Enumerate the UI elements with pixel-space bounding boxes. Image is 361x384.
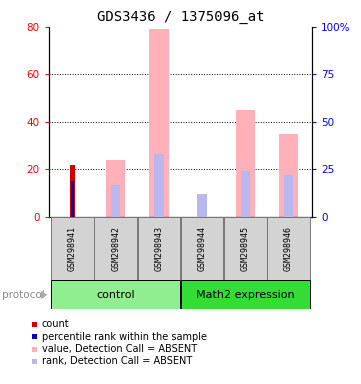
Bar (236, 110, 255, 217)
Bar (267, 217, 310, 280)
Text: GSM298941: GSM298941 (68, 226, 77, 271)
Bar (51, 217, 94, 280)
Bar (71, 181, 74, 217)
Bar (111, 185, 121, 217)
Text: value, Detection Call = ABSENT: value, Detection Call = ABSENT (42, 344, 197, 354)
Text: percentile rank within the sample: percentile rank within the sample (42, 332, 207, 342)
Bar (279, 134, 298, 217)
Text: GSM298945: GSM298945 (241, 226, 250, 271)
Text: control: control (96, 290, 135, 300)
Bar (70, 165, 75, 217)
Text: GSM298944: GSM298944 (197, 226, 206, 271)
Polygon shape (41, 291, 47, 299)
Bar (284, 175, 293, 217)
Text: count: count (42, 319, 70, 329)
Bar (240, 171, 250, 217)
Bar (224, 217, 267, 280)
Bar (94, 217, 137, 280)
Bar (197, 194, 207, 217)
Text: GSM298942: GSM298942 (111, 226, 120, 271)
Text: rank, Detection Call = ABSENT: rank, Detection Call = ABSENT (42, 356, 192, 366)
Bar (106, 160, 125, 217)
Text: GSM298946: GSM298946 (284, 226, 293, 271)
Text: GDS3436 / 1375096_at: GDS3436 / 1375096_at (97, 10, 264, 23)
Bar (51, 280, 180, 309)
Text: GSM298943: GSM298943 (155, 226, 164, 271)
Bar (181, 217, 223, 280)
Bar (149, 29, 169, 217)
Bar (138, 217, 180, 280)
Bar (181, 280, 310, 309)
Bar (154, 154, 164, 217)
Text: Math2 expression: Math2 expression (196, 290, 295, 300)
Text: protocol: protocol (2, 290, 44, 300)
